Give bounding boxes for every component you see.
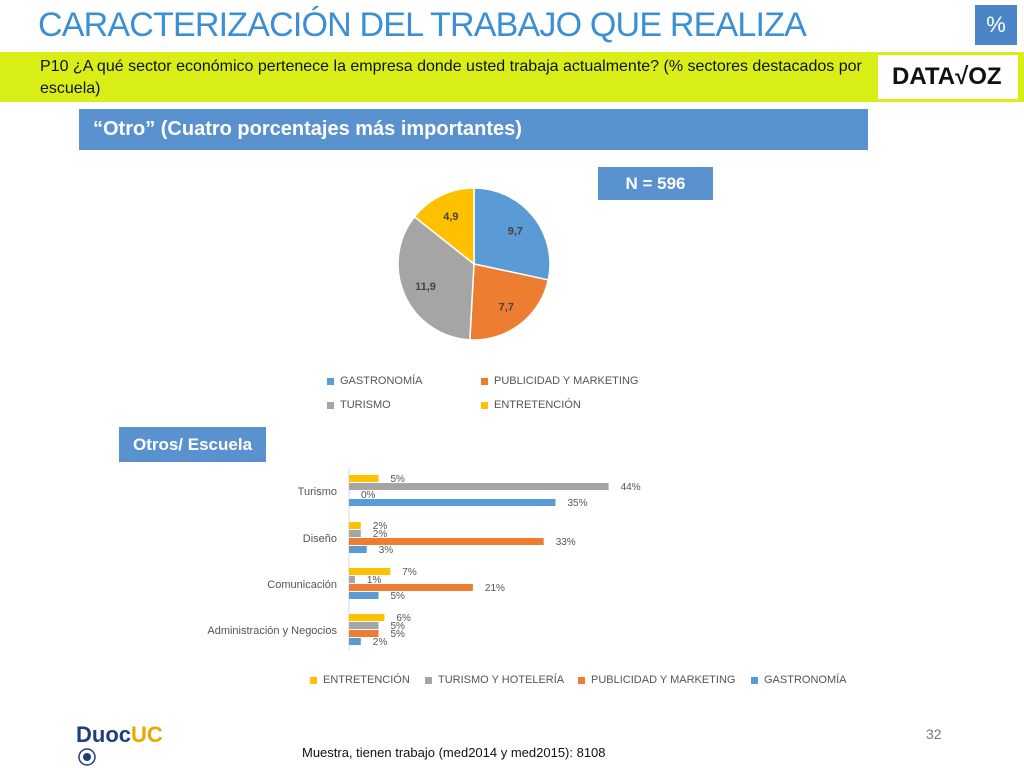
bar-mark bbox=[349, 638, 361, 645]
pie-slice-3 bbox=[413, 187, 475, 266]
legend-label: ENTRETENCIÓN bbox=[323, 674, 410, 686]
legend-swatch bbox=[481, 401, 488, 409]
legend-swatch bbox=[310, 676, 317, 684]
section-title: “Otro” (Cuatro porcentajes más important… bbox=[79, 109, 868, 150]
bar-mark bbox=[349, 622, 379, 629]
bar-mark bbox=[349, 499, 556, 506]
legend-swatch bbox=[481, 377, 488, 385]
seal-icon bbox=[78, 748, 96, 766]
legend-label: PUBLICIDAD Y MARKETING bbox=[591, 674, 736, 686]
bar-mark bbox=[349, 483, 609, 490]
legend-swatch bbox=[327, 377, 334, 385]
percent-badge: % bbox=[975, 5, 1017, 45]
pie-legend-item: ENTRETENCIÓN bbox=[481, 399, 581, 411]
bar-category-label: Diseño bbox=[303, 533, 337, 545]
otros-escuela-label: Otros/ Escuela bbox=[119, 427, 266, 462]
legend-label: GASTRONOMÍA bbox=[764, 674, 847, 686]
pie-slice-2 bbox=[397, 215, 475, 341]
bar-value-label: 1% bbox=[367, 575, 382, 586]
datavoz-logo-text: DATA√OZ bbox=[892, 63, 1002, 90]
bar-value-label: 5% bbox=[391, 474, 406, 485]
pie-slice-label: 4,9 bbox=[443, 211, 458, 223]
bar-mark bbox=[349, 475, 379, 482]
uc-logo-text: UC bbox=[131, 722, 163, 747]
bar-value-label: 5% bbox=[391, 629, 406, 640]
pie-legend-item: GASTRONOMÍA bbox=[327, 375, 423, 387]
pie-legend-item: TURISMO bbox=[327, 399, 391, 411]
bar-mark bbox=[349, 584, 473, 591]
pie-slice-label: 11,9 bbox=[415, 281, 436, 293]
bar-value-label: 5% bbox=[391, 621, 406, 632]
bar-legend-item: ENTRETENCIÓN bbox=[310, 674, 410, 686]
question-text: P10 ¿A qué sector económico pertenece la… bbox=[40, 58, 862, 97]
pie-slice-label: 9,7 bbox=[508, 226, 523, 238]
bar-category-label: Comunicación bbox=[267, 579, 337, 591]
page-number: 32 bbox=[926, 726, 942, 742]
legend-label: TURISMO Y HOTELERÍA bbox=[438, 674, 565, 686]
legend-label: ENTRETENCIÓN bbox=[494, 399, 581, 411]
legend-label: PUBLICIDAD Y MARKETING bbox=[494, 375, 639, 387]
pie-legend-item: PUBLICIDAD Y MARKETING bbox=[481, 375, 638, 387]
pie-slice-0 bbox=[473, 187, 551, 281]
bar-value-label: 33% bbox=[556, 537, 576, 548]
legend-swatch bbox=[327, 401, 334, 409]
bar-value-label: 5% bbox=[391, 591, 406, 602]
bar-mark bbox=[349, 614, 385, 621]
bar-value-label: 35% bbox=[568, 498, 588, 509]
bar-legend-item: TURISMO Y HOTELERÍA bbox=[425, 674, 564, 686]
bar-legend-item: GASTRONOMÍA bbox=[751, 674, 847, 686]
bar-value-label: 44% bbox=[621, 482, 641, 493]
legend-swatch bbox=[751, 676, 758, 684]
legend-label: GASTRONOMÍA bbox=[340, 375, 423, 387]
sample-footnote: Muestra, tienen trabajo (med2014 y med20… bbox=[302, 745, 606, 760]
bar-mark bbox=[349, 576, 355, 583]
bar-mark bbox=[349, 538, 544, 545]
bar-category-label: Turismo bbox=[298, 486, 337, 498]
bar-value-label: 0% bbox=[361, 490, 376, 501]
bar-mark bbox=[349, 530, 361, 537]
pie-slice-1 bbox=[469, 263, 550, 341]
bar-value-label: 2% bbox=[373, 521, 388, 532]
duoc-logo-text: Duoc bbox=[76, 722, 131, 747]
bar-value-label: 6% bbox=[396, 613, 411, 624]
sample-size-badge: N = 596 bbox=[598, 167, 713, 200]
pie-slice-label: 7,7 bbox=[499, 301, 514, 313]
bar-mark bbox=[349, 630, 379, 637]
bar-mark bbox=[349, 592, 379, 599]
datavoz-logo: DATA√OZ bbox=[878, 55, 1018, 99]
bar-value-label: 2% bbox=[373, 637, 388, 648]
bar-value-label: 21% bbox=[485, 583, 505, 594]
legend-swatch bbox=[578, 676, 585, 684]
bar-mark bbox=[349, 546, 367, 553]
bar-mark bbox=[349, 522, 361, 529]
bar-legend-item: PUBLICIDAD Y MARKETING bbox=[578, 674, 735, 686]
bar-value-label: 2% bbox=[373, 529, 388, 540]
bar-value-label: 3% bbox=[379, 545, 394, 556]
page-title: CARACTERIZACIÓN DEL TRABAJO QUE REALIZA bbox=[38, 6, 807, 44]
bar-category-label: Administración y Negocios bbox=[207, 625, 337, 637]
bar-mark bbox=[349, 568, 391, 575]
legend-swatch bbox=[425, 676, 432, 684]
bar-value-label: 7% bbox=[402, 567, 417, 578]
question-band bbox=[0, 52, 1024, 102]
duoc-uc-logo: DuocUC bbox=[76, 722, 186, 766]
legend-label: TURISMO bbox=[340, 399, 391, 411]
